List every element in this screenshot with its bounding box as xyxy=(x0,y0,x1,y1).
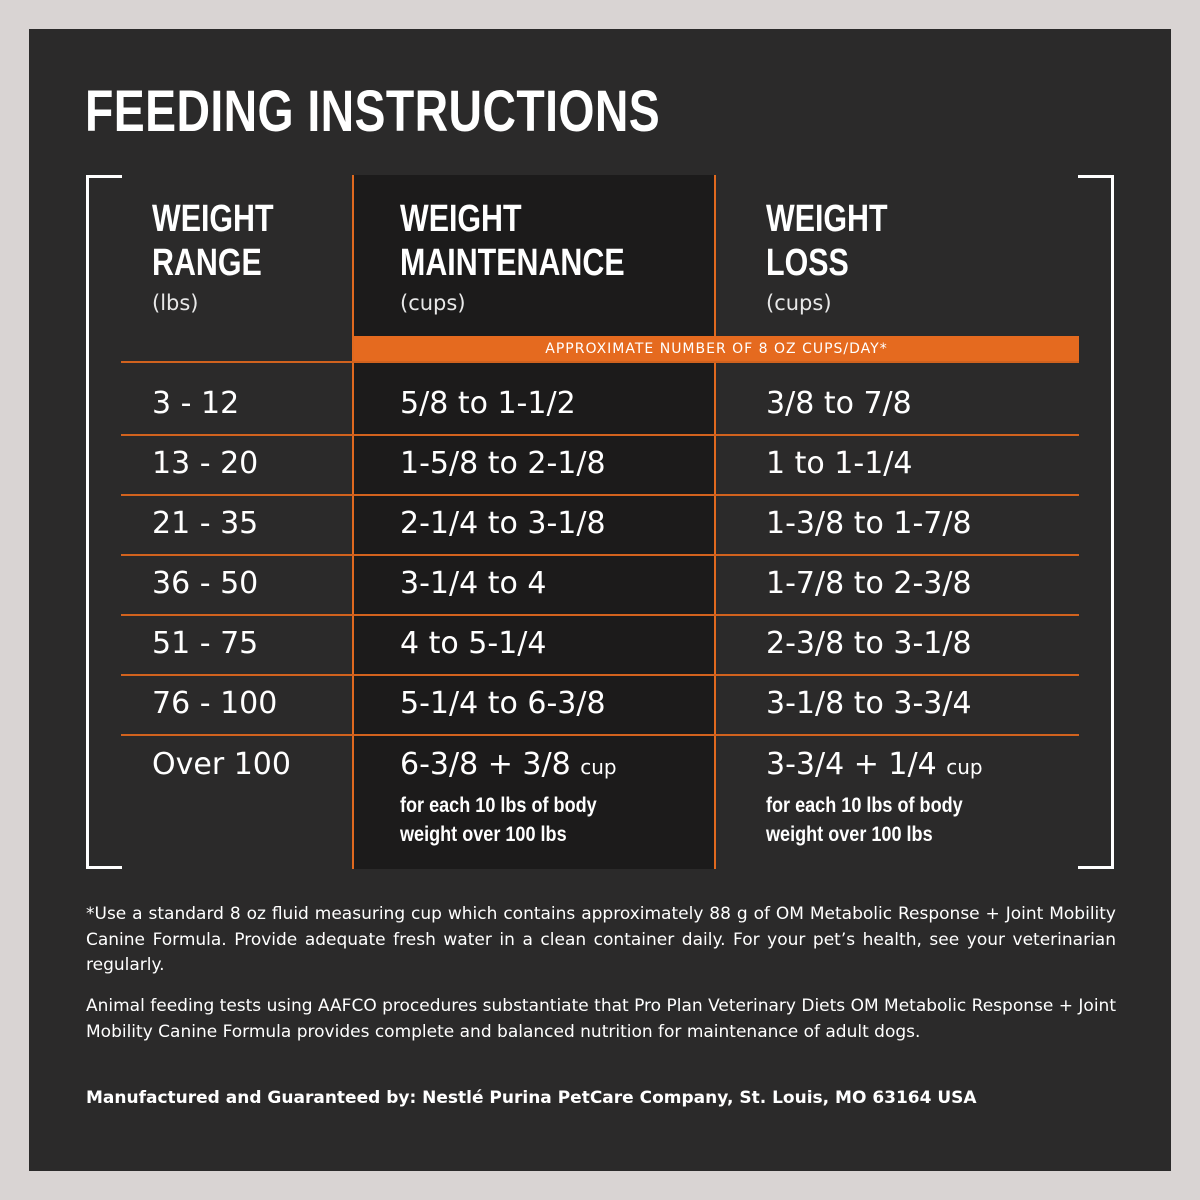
loss-cell: 2-3/8 to 3-1/8 xyxy=(766,626,972,661)
header-weight-loss: WEIGHT LOSS (cups) xyxy=(766,197,918,318)
note-line: for each 10 lbs of body xyxy=(400,794,597,817)
maintenance-cell: 4 to 5-1/4 xyxy=(400,626,547,661)
maintenance-cell: 5/8 to 1-1/2 xyxy=(400,386,576,421)
loss-cell: 3-1/8 to 3-3/4 xyxy=(766,686,972,721)
cup-unit: cup xyxy=(580,755,617,779)
maintenance-cell: 2-1/4 to 3-1/8 xyxy=(400,506,606,541)
left-bracket xyxy=(86,175,122,869)
range-cell: 21 - 35 xyxy=(152,506,259,541)
maintenance-cell: 5-1/4 to 6-3/8 xyxy=(400,686,606,721)
row-divider xyxy=(121,734,1079,736)
maintenance-cell-over-100: 6-3/8 + 3/8 cup for each 10 lbs of body … xyxy=(400,747,629,849)
page-title: FEEDING INSTRUCTIONS xyxy=(85,79,661,144)
range-cell: 76 - 100 xyxy=(152,686,278,721)
range-cell: 36 - 50 xyxy=(152,566,259,601)
cups-per-day-band: APPROXIMATE NUMBER OF 8 OZ CUPS/DAY* xyxy=(354,336,1079,362)
column-divider xyxy=(714,175,716,869)
range-cell: Over 100 xyxy=(152,747,291,782)
cup-unit: cup xyxy=(946,755,983,779)
header-unit: (cups) xyxy=(400,291,466,315)
header-unit: (cups) xyxy=(766,291,832,315)
column-divider xyxy=(352,175,354,869)
header-line: RANGE xyxy=(152,242,262,284)
note-line: weight over 100 lbs xyxy=(766,823,933,846)
range-cell: 51 - 75 xyxy=(152,626,259,661)
note-line: for each 10 lbs of body xyxy=(766,794,963,817)
loss-cell: 1-7/8 to 2-3/8 xyxy=(766,566,972,601)
aafco-statement: Animal feeding tests using AAFCO procedu… xyxy=(86,996,1116,1042)
header-weight-range: WEIGHT RANGE (lbs) xyxy=(152,197,304,318)
row-divider xyxy=(121,674,1079,676)
row-divider xyxy=(121,494,1079,496)
loss-cell-over-100: 3-3/4 + 1/4 cup for each 10 lbs of body … xyxy=(766,747,995,849)
header-line: LOSS xyxy=(766,242,849,284)
maintenance-column-bg xyxy=(353,175,715,869)
header-unit: (lbs) xyxy=(152,291,199,315)
header-line: MAINTENANCE xyxy=(400,242,625,284)
loss-cell: 3/8 to 7/8 xyxy=(766,386,912,421)
header-line: WEIGHT xyxy=(152,198,274,240)
range-cell: 3 - 12 xyxy=(152,386,240,421)
row-divider xyxy=(121,554,1079,556)
loss-cell: 1 to 1-1/4 xyxy=(766,446,913,481)
maintenance-cell: 1-5/8 to 2-1/8 xyxy=(400,446,606,481)
manufacturer-statement: Manufactured and Guaranteed by: Nestlé P… xyxy=(86,1088,977,1108)
loss-cell: 1-3/8 to 1-7/8 xyxy=(766,506,972,541)
header-line: WEIGHT xyxy=(400,198,522,240)
note-line: weight over 100 lbs xyxy=(400,823,567,846)
row-divider xyxy=(121,434,1079,436)
header-weight-maintenance: WEIGHT MAINTENANCE (cups) xyxy=(400,197,681,318)
row-divider xyxy=(121,361,1079,363)
measuring-cup-footnote: *Use a standard 8 oz fluid measuring cup… xyxy=(86,904,1116,975)
row-divider xyxy=(121,614,1079,616)
maintenance-cell: 3-1/4 to 4 xyxy=(400,566,547,601)
maintenance-amount: 6-3/8 + 3/8 xyxy=(400,747,571,782)
right-bracket xyxy=(1078,175,1114,869)
loss-amount: 3-3/4 + 1/4 xyxy=(766,747,937,782)
header-line: WEIGHT xyxy=(766,198,888,240)
range-cell: 13 - 20 xyxy=(152,446,259,481)
